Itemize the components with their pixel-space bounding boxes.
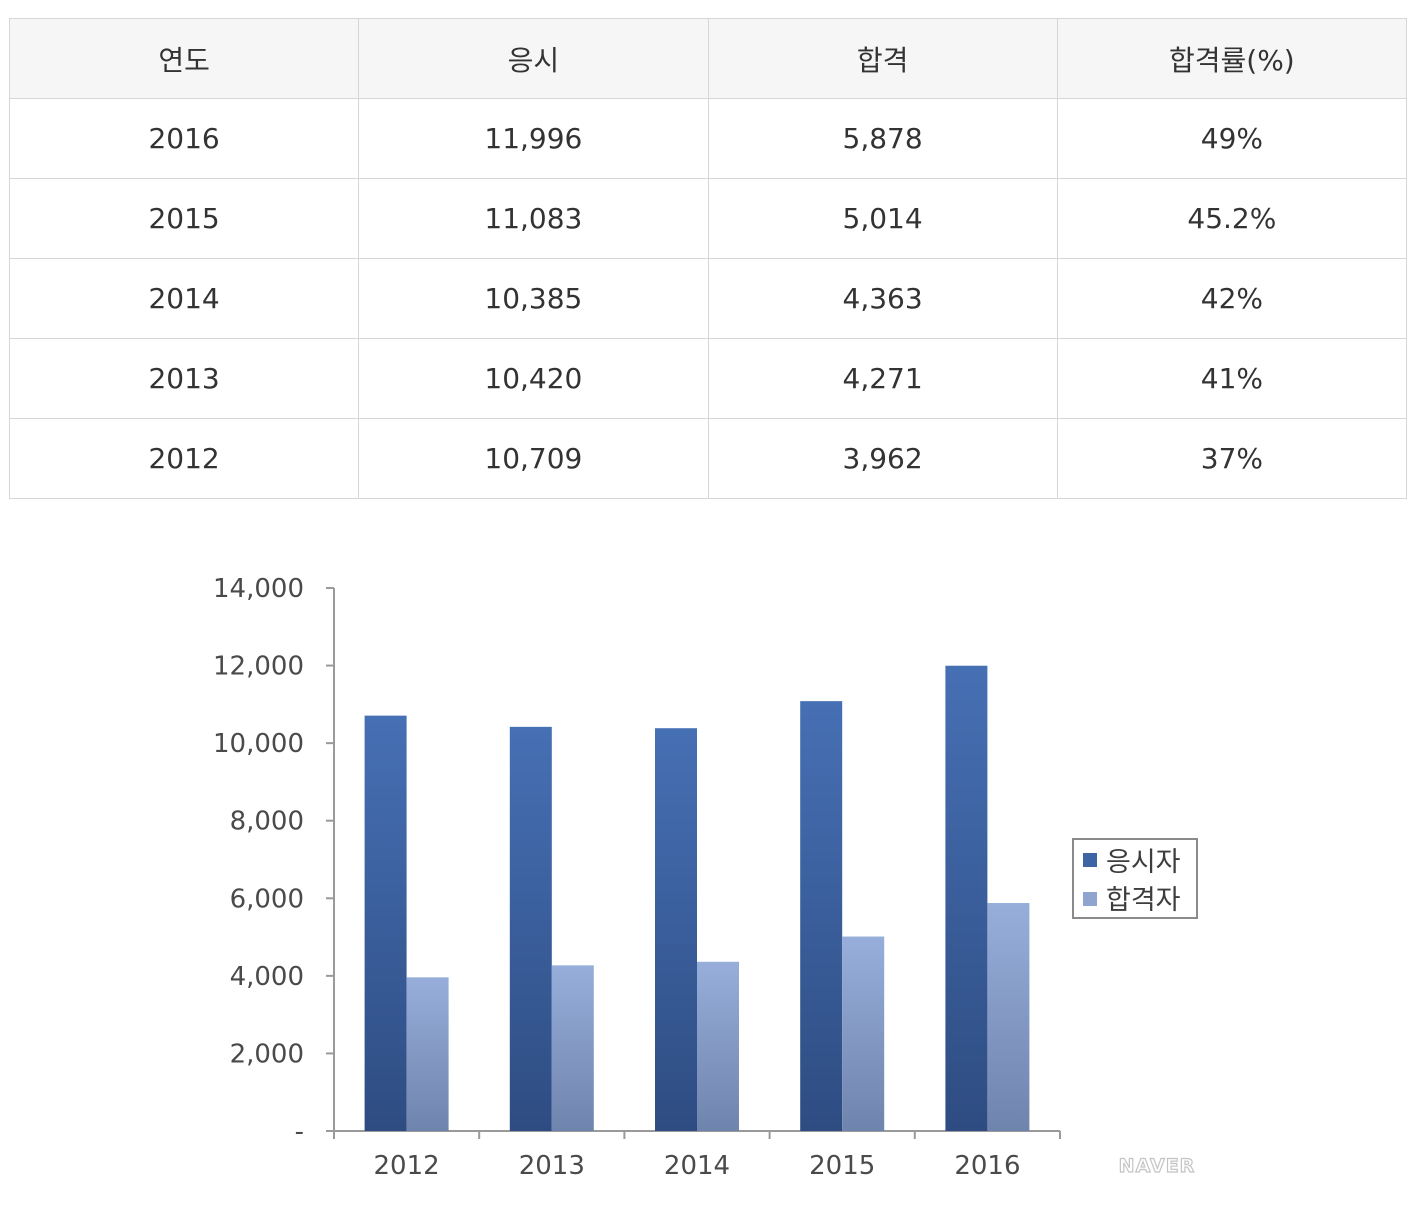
cell-passed: 4,271 [707,338,1058,419]
y-axis: - 2,000 4,000 6,000 8,000 10,000 12,000 14,000 [213,574,335,1147]
y-tick-label: 12,000 [213,652,304,682]
bar-passed [406,977,449,1131]
table-row: 2012 10,709 3,962 37% [8,418,1408,499]
cell-passed: 5,014 [707,178,1058,259]
bar-applicants [364,715,407,1131]
cell-passed: 4,363 [707,258,1058,339]
x-tick-label: 2016 [954,1151,1020,1181]
x-tick-label: 2012 [374,1151,440,1181]
table-row: 2014 10,385 4,363 42% [8,258,1408,339]
legend-label-applicants: 응시자 [1106,847,1181,878]
legend: 응시자 합격자 [1072,838,1198,919]
cell-pass-rate: 45.2% [1056,178,1408,259]
bar-applicants [945,665,988,1131]
x-axis: 2012 2013 2014 2015 2016 [333,1130,1061,1181]
y-tick-label: 14,000 [213,574,304,604]
header-passed: 합격 [707,18,1058,99]
bar-passed [697,961,739,1131]
x-tick-label: 2015 [809,1151,875,1181]
cell-passed: 3,962 [707,418,1058,499]
x-tick-label: 2013 [519,1151,585,1181]
x-tick-label: 2014 [664,1151,730,1181]
cell-applicants: 11,083 [358,178,709,259]
bar-applicants [655,728,697,1131]
header-year: 연도 [8,18,360,99]
y-tick-label: 10,000 [213,729,304,759]
cell-pass-rate: 49% [1056,98,1408,179]
cell-passed: 5,878 [707,98,1058,179]
y-tick-label: 8,000 [230,807,304,837]
cell-applicants: 10,385 [358,258,709,339]
bar-applicants [509,726,552,1131]
cell-year: 2014 [8,258,360,339]
header-pass-rate: 합격률(%) [1056,18,1408,99]
y-tick-label: 6,000 [230,884,304,914]
cell-year: 2015 [8,178,360,259]
cell-year: 2013 [8,338,360,419]
bars [364,665,1030,1131]
cell-pass-rate: 41% [1056,338,1408,419]
legend-label-passed: 합격자 [1106,885,1181,916]
bar-chart: -2,0004,0006,0008,00010,00012,00014,000 … [213,574,1198,1181]
table-row: 2013 10,420 4,271 41% [8,338,1408,419]
bar-passed [842,936,885,1131]
cell-year: 2012 [8,418,360,499]
naver-watermark: NAVER [1119,1155,1196,1177]
cell-applicants: 10,709 [358,418,709,499]
y-tick-label: - [295,1117,304,1147]
bar-applicants [800,701,843,1131]
stats-table: 연도 응시 합격 합격률(%) 2016 11,996 5,878 49% 20… [8,18,1408,499]
header-applicants: 응시 [358,18,709,99]
legend-swatch-passed [1083,892,1097,906]
cell-pass-rate: 42% [1056,258,1408,339]
table-row: 2015 11,083 5,014 45.2% [8,178,1408,259]
cell-applicants: 11,996 [358,98,709,179]
table-row: 2016 11,996 5,878 49% [8,98,1408,179]
cell-applicants: 10,420 [358,338,709,419]
legend-swatch-applicants [1083,853,1097,867]
table-header-row: 연도 응시 합격 합격률(%) [8,18,1408,99]
bar-passed [551,965,594,1131]
cell-year: 2016 [8,98,360,179]
y-tick-label: 2,000 [230,1039,304,1069]
cell-pass-rate: 37% [1056,418,1408,499]
bar-passed [987,903,1030,1131]
y-tick-label: 4,000 [230,962,304,992]
